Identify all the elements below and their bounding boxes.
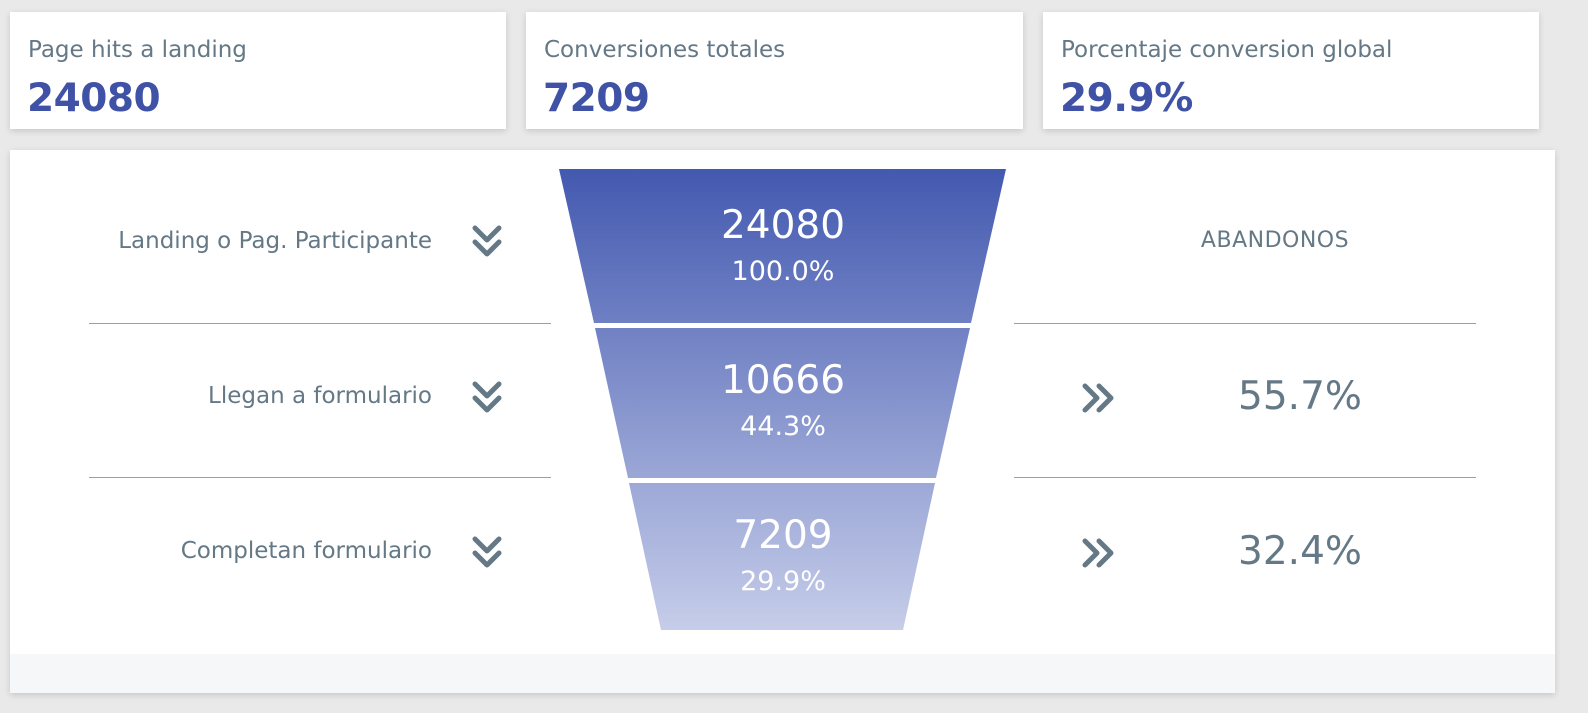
funnel-count: 24080 bbox=[720, 203, 846, 248]
funnel-segment bbox=[559, 169, 1006, 323]
kpi-card-page-hits: Page hits a landing 24080 bbox=[10, 12, 506, 129]
stage-label-landing: Landing o Pag. Participante bbox=[118, 228, 432, 254]
double-chevron-down-icon bbox=[472, 381, 502, 413]
kpi-value: 7209 bbox=[543, 76, 650, 121]
divider bbox=[1014, 477, 1476, 478]
funnel-percent: 100.0% bbox=[731, 256, 835, 287]
abandon-value: 32.4% bbox=[1238, 529, 1362, 574]
funnel-percent: 44.3% bbox=[740, 411, 826, 442]
kpi-label: Page hits a landing bbox=[28, 37, 247, 63]
kpi-value: 29.9% bbox=[1060, 76, 1193, 121]
kpi-label: Conversiones totales bbox=[544, 37, 786, 63]
abandon-header: ABANDONOS bbox=[1200, 228, 1350, 253]
funnel-panel: Landing o Pag. Participante Llegan a for… bbox=[10, 150, 1555, 693]
funnel-count: 10666 bbox=[720, 358, 846, 403]
funnel-count: 7209 bbox=[733, 513, 833, 558]
divider bbox=[1014, 323, 1476, 324]
double-chevron-down-icon bbox=[472, 225, 502, 257]
kpi-value: 24080 bbox=[27, 76, 161, 121]
kpi-label: Porcentaje conversion global bbox=[1061, 37, 1393, 63]
divider bbox=[89, 323, 551, 324]
double-chevron-right-icon bbox=[1082, 383, 1114, 413]
double-chevron-right-icon bbox=[1082, 538, 1114, 568]
kpi-card-conversions: Conversiones totales 7209 bbox=[526, 12, 1023, 129]
double-chevron-down-icon bbox=[472, 536, 502, 568]
stage-label-form-completed: Completan formulario bbox=[180, 538, 432, 564]
funnel-percent: 29.9% bbox=[740, 566, 826, 597]
kpi-card-conversion-rate: Porcentaje conversion global 29.9% bbox=[1043, 12, 1539, 129]
divider bbox=[89, 477, 551, 478]
funnel-segment bbox=[595, 328, 970, 478]
funnel-chart bbox=[559, 169, 1006, 630]
stage-label-form-reached: Llegan a formulario bbox=[208, 383, 432, 409]
funnel-segment bbox=[629, 483, 935, 630]
abandon-value: 55.7% bbox=[1238, 374, 1362, 419]
